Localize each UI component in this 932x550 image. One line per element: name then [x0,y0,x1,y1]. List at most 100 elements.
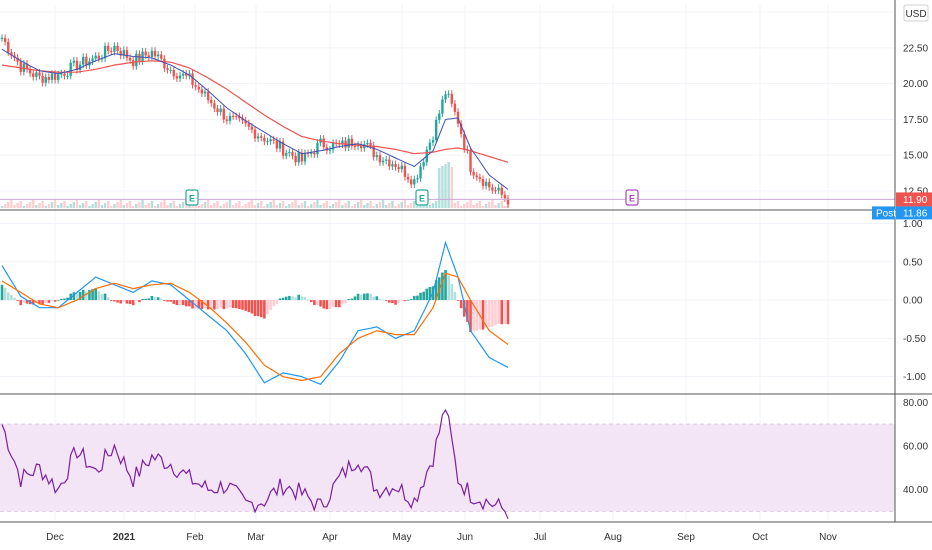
candle-body [135,53,138,67]
histogram-bar [425,288,429,301]
candle-body [219,108,222,113]
price-tick-2: 17.50 [903,115,928,126]
histogram-bar [10,295,13,301]
volume-bar [291,202,294,208]
earnings-marker-2[interactable]: E [625,189,639,206]
candle-body [181,73,185,76]
earnings-marker-0[interactable]: E [185,189,199,206]
volume-bar [394,206,397,208]
histogram-bar [241,300,244,310]
candle-body [138,53,141,62]
candle-body [394,164,397,168]
candle-body [303,153,307,162]
volume-bar [222,204,225,208]
histogram-bar [169,300,172,302]
candle-body [266,141,269,143]
histogram-bar [325,300,329,310]
volume-bar [166,205,169,208]
volume-bar [406,205,410,208]
price-tick-1: 15.00 [903,151,928,162]
volume-bar [147,203,151,208]
histogram-bar [163,300,166,301]
histogram-bar [94,288,98,301]
volume-bar [478,201,482,208]
earnings-marker-1[interactable]: E [415,189,429,206]
volume-bar [253,205,257,208]
histogram-bar [138,300,141,303]
volume-bar [97,200,101,208]
volume-bar [497,203,500,208]
candle-body [406,176,410,180]
histogram-bar [466,300,469,322]
candle-body [128,57,132,61]
candle-body [203,91,207,94]
candle-body [7,41,10,53]
histogram-bar [144,298,147,301]
candle-body [472,171,475,176]
volume-bar [444,164,447,208]
candle-body [66,75,69,77]
histogram-bar [53,300,57,302]
volume-bar [491,200,494,208]
candle-body [103,45,107,59]
volume-bar [13,205,16,208]
histogram-bar [222,300,226,310]
candle-body [38,72,41,76]
volume-bar [91,204,94,208]
histogram-bar [441,272,444,301]
candle-body [97,55,101,59]
price-tags: 11.90 Post 11.86 [872,192,932,220]
candle-body [169,69,172,71]
candle-body [431,139,435,143]
histogram-bar [184,300,188,307]
volume-bar [475,203,478,208]
histogram-bar [475,300,479,331]
histogram-bar [487,300,491,328]
histogram-bar [356,293,360,301]
post-label-tag [872,206,895,220]
volume-bar [113,204,116,208]
last-price-tag [896,192,932,207]
histogram-bar [391,300,394,304]
candle-body [210,99,213,104]
histogram-bar [272,300,276,307]
candle-body [206,91,210,100]
candle-body [122,50,126,56]
post-price-label: 11.86 [903,208,928,219]
volume-bar [484,204,488,208]
volume-bar [503,206,507,208]
histogram-bar [416,295,419,301]
candle-body [331,142,335,150]
histogram-bar [400,300,404,301]
candle-body [0,38,4,40]
earnings-marker-label: E [629,194,635,204]
volume-bar [169,203,172,208]
volume-bar [459,206,463,208]
histogram-bar [381,299,385,301]
candle-body [200,89,204,94]
volume-bar [175,206,179,208]
candle-body [419,166,422,179]
candle-body [213,103,216,109]
rsi-tick-2: 40.00 [903,485,928,496]
volume-bar [372,206,375,208]
pane-separators [0,0,932,523]
candle-body [263,137,266,142]
histogram-bar [250,300,254,314]
histogram-bar [191,300,194,309]
ma-slow-line [1,60,509,163]
volume-bar [294,200,297,208]
candle-body [166,68,169,71]
candle-body [32,73,35,77]
macd-tick-1: 0.50 [903,257,923,268]
volume-bar [197,206,200,208]
candle-body [313,152,316,155]
volume-bar [135,204,138,208]
volume-bar [310,204,313,208]
candle-body [497,187,500,191]
earnings-marker-label: E [189,194,195,204]
volume-bar [10,200,13,208]
currency-badge[interactable]: USD [903,4,929,22]
